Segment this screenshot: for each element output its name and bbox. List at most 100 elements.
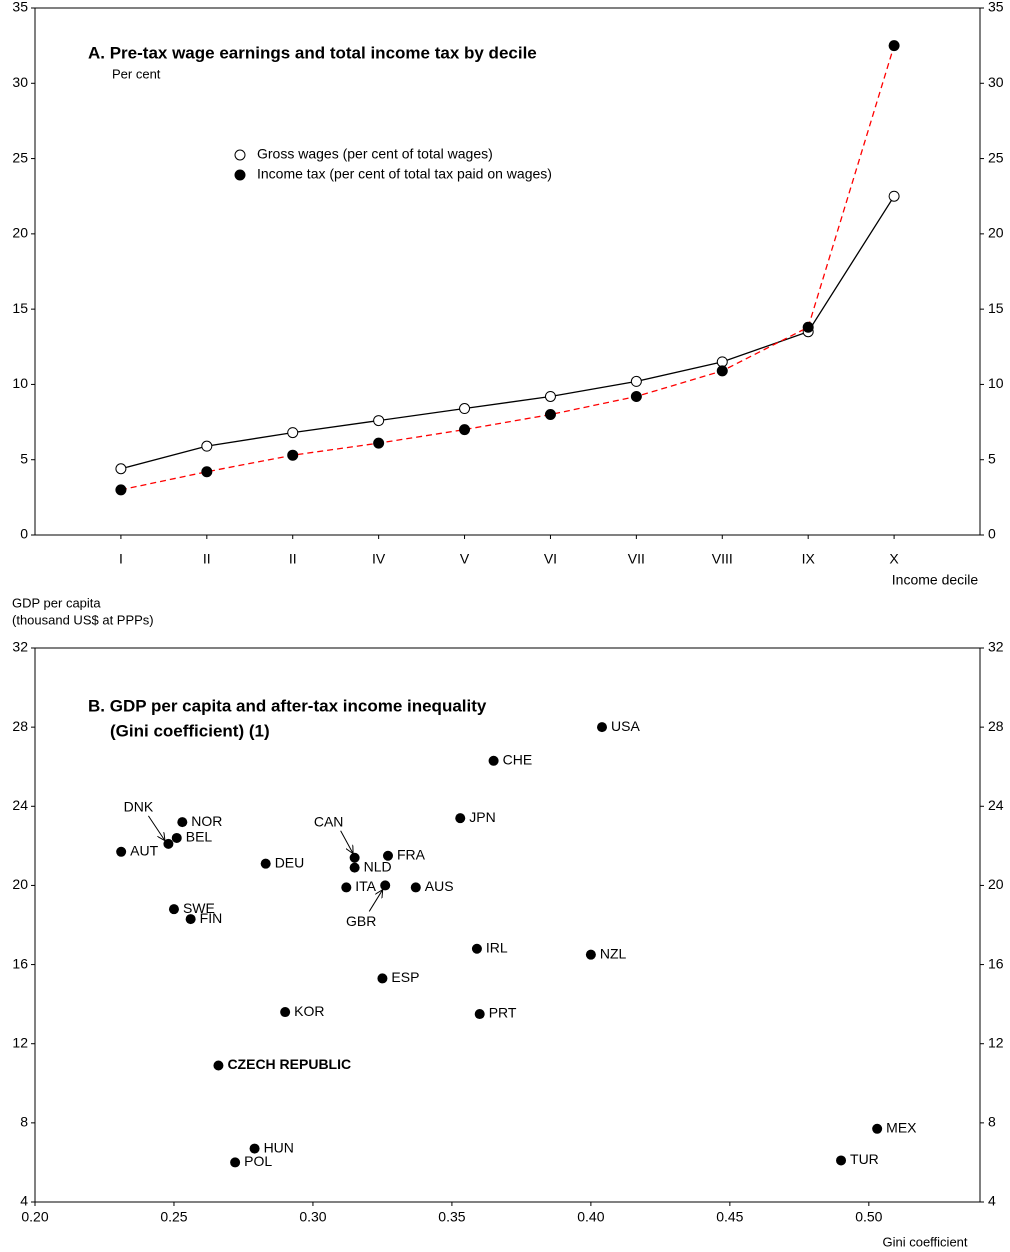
y-tick-label: 28: [12, 718, 28, 734]
x-axis-label: Income decile: [892, 572, 979, 588]
x-tick-label: VII: [628, 551, 645, 567]
data-point: [597, 722, 607, 733]
data-point: [377, 973, 388, 984]
data-point: [185, 914, 196, 925]
x-tick-label: IX: [802, 551, 816, 567]
x-tick-label: II: [289, 551, 297, 567]
x-tick-label: I: [119, 551, 123, 567]
point-label: ESP: [391, 969, 419, 985]
y-tick-label: 30: [12, 74, 28, 90]
x-tick-label: VIII: [712, 551, 733, 567]
y2-tick-label: 4: [988, 1193, 996, 1209]
data-point: [341, 882, 352, 893]
point-label: CZECH REPUBLIC: [227, 1056, 351, 1072]
series-line: [120, 45, 895, 491]
chart-title: A. Pre-tax wage earnings and total incom…: [88, 43, 537, 62]
x-tick-label: 0.45: [716, 1209, 743, 1225]
point-label: NZL: [600, 945, 627, 961]
data-point: [213, 1060, 224, 1071]
y-tick-label: 35: [12, 0, 28, 15]
y-tick-label: 16: [12, 955, 28, 971]
x-tick-label: 0.35: [438, 1209, 465, 1225]
data-point: [544, 409, 556, 421]
point-label: GBR: [346, 913, 376, 929]
point-label: BEL: [186, 829, 213, 845]
series-line: [120, 195, 895, 470]
x-tick-label: II: [203, 551, 211, 567]
point-label: TUR: [850, 1151, 879, 1167]
point-label: DEU: [275, 854, 305, 870]
point-label: IRL: [486, 939, 508, 955]
y2-tick-label: 10: [988, 375, 1004, 391]
data-point: [249, 1143, 260, 1154]
point-label: POL: [244, 1153, 272, 1169]
x-tick-label: V: [460, 551, 470, 567]
data-point: [280, 1007, 291, 1018]
point-label: MEX: [886, 1119, 917, 1135]
point-label: NOR: [191, 813, 222, 829]
data-point: [373, 437, 385, 449]
x-tick-label: X: [889, 551, 899, 567]
data-point: [373, 415, 385, 427]
data-point: [872, 1123, 883, 1134]
y-tick-label: 25: [12, 149, 28, 165]
point-label: CAN: [314, 813, 344, 829]
data-point: [459, 403, 471, 415]
x-tick-label: 0.30: [299, 1209, 326, 1225]
x-tick-label: 0.50: [855, 1209, 882, 1225]
data-point: [380, 880, 391, 891]
x-axis-label: Gini coefficient: [882, 1234, 967, 1249]
data-point: [201, 440, 213, 452]
chart-title: B. GDP per capita and after-tax income i…: [88, 696, 487, 715]
plot-frame: [34, 7, 981, 536]
data-point: [349, 852, 360, 863]
chart-title: (Gini coefficient) (1): [110, 721, 270, 740]
data-point: [168, 904, 179, 915]
x-tick-label: VI: [544, 551, 557, 567]
data-point: [201, 466, 213, 478]
data-point: [349, 862, 360, 873]
y2-tick-label: 30: [988, 74, 1004, 90]
data-point: [630, 375, 642, 387]
y-tick-label: 20: [12, 876, 28, 892]
data-point: [287, 427, 299, 439]
data-point: [716, 356, 728, 368]
y2-tick-label: 5: [988, 450, 996, 466]
data-point: [716, 365, 728, 377]
point-label: CHE: [503, 751, 533, 767]
data-point: [115, 463, 127, 475]
point-label: DNK: [124, 799, 154, 815]
y-tick-label: 0: [20, 526, 28, 542]
data-point: [471, 943, 482, 954]
chart-subtitle: Per cent: [112, 66, 161, 81]
point-label: PRT: [489, 1005, 517, 1021]
y2-tick-label: 15: [988, 300, 1004, 316]
point-label: AUS: [425, 878, 454, 894]
point-label: ITA: [355, 878, 376, 894]
data-point: [802, 321, 814, 333]
y2-tick-label: 32: [988, 639, 1004, 655]
data-point: [630, 390, 642, 402]
data-point: [287, 449, 299, 461]
data-point: [585, 949, 596, 960]
data-point: [230, 1157, 241, 1168]
data-point: [171, 832, 182, 843]
data-point: [382, 850, 393, 861]
y2-tick-label: 16: [988, 955, 1004, 971]
legend-label: Income tax (per cent of total tax paid o…: [257, 166, 552, 182]
x-tick-label: IV: [372, 551, 386, 567]
point-label: FRA: [397, 846, 426, 862]
x-tick-label: 0.20: [21, 1209, 48, 1225]
point-label: KOR: [294, 1003, 324, 1019]
data-point: [488, 755, 499, 766]
data-point: [836, 1155, 847, 1166]
y2-tick-label: 35: [988, 0, 1004, 15]
y-tick-label: 20: [12, 225, 28, 241]
y-tick-label: 15: [12, 300, 28, 316]
point-label: FIN: [200, 910, 223, 926]
label-arrow: [368, 890, 382, 912]
y-tick-label: 8: [20, 1114, 28, 1130]
point-label: AUT: [130, 842, 158, 858]
data-point: [459, 424, 471, 436]
y2-tick-label: 0: [988, 526, 996, 542]
